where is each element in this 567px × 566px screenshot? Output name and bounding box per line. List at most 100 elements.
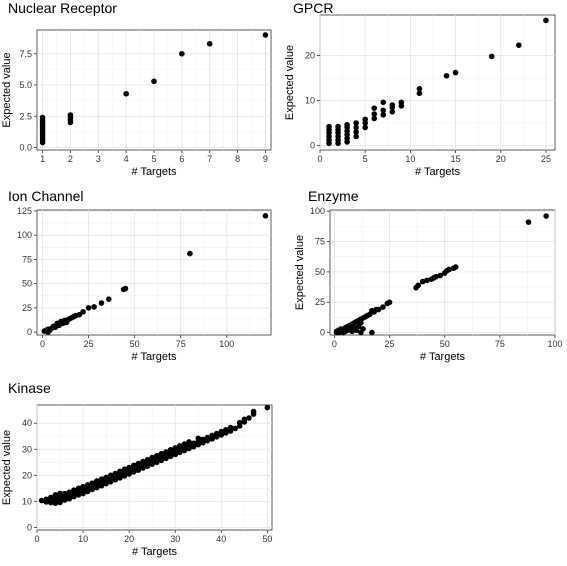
x-tick-label: 50	[440, 339, 450, 349]
data-point	[353, 124, 359, 131]
y-tick-label: 125	[17, 206, 32, 216]
data-point	[187, 250, 193, 257]
data-point	[52, 492, 59, 498]
data-point	[362, 124, 368, 131]
x-tick-label: 0	[317, 154, 322, 164]
x-tick-label: 100	[547, 339, 562, 349]
y-tick-label: 0	[310, 141, 315, 151]
data-point	[419, 278, 426, 285]
data-point	[543, 17, 549, 24]
data-point	[94, 478, 100, 484]
y-tick-label: 75	[315, 237, 325, 247]
data-point	[163, 449, 169, 455]
x-tick-label: 25	[385, 339, 395, 349]
data-point	[103, 474, 109, 481]
x-tick-label: 25	[541, 154, 551, 164]
data-point	[67, 112, 74, 118]
data-point	[371, 111, 378, 117]
data-point	[246, 415, 252, 421]
data-point	[380, 107, 387, 114]
chart-panel: 0 5 10 15 20 25 0 10 20 GPCR # Targets Expected val…	[284, 0, 556, 178]
x-tick-label: 20	[496, 154, 506, 164]
x-tick-label: 75	[495, 339, 505, 349]
data-point	[80, 308, 86, 315]
x-tick-label: 15	[451, 154, 461, 164]
data-point	[190, 440, 197, 447]
x-tick-label: 0	[332, 339, 337, 349]
panel-title: Enzyme	[308, 188, 359, 204]
y-tick-label: 50	[315, 267, 325, 277]
x-tick-label: 9	[263, 154, 268, 164]
x-axis-label: # Targets	[132, 546, 178, 558]
data-point	[227, 424, 234, 431]
data-point	[525, 219, 532, 225]
plot-area	[319, 14, 556, 151]
data-point	[61, 490, 68, 497]
y-tick-label: 100	[310, 206, 325, 216]
data-point	[416, 90, 423, 97]
y-tick-label: 25	[22, 303, 32, 313]
data-point	[91, 304, 97, 310]
x-axis-label: # Targets	[415, 166, 461, 178]
data-point	[358, 329, 364, 336]
y-tick-label: 0	[27, 327, 32, 337]
data-point	[66, 489, 73, 496]
data-point	[424, 277, 430, 284]
data-point	[371, 105, 378, 111]
data-point	[369, 329, 375, 336]
y-tick-label: 40	[22, 418, 32, 428]
data-point	[84, 482, 91, 488]
data-point	[326, 123, 332, 130]
panel-title: Nuclear Receptor	[8, 0, 117, 16]
data-point	[179, 50, 185, 57]
data-point	[181, 441, 188, 447]
data-point	[107, 472, 114, 479]
data-point	[135, 460, 142, 467]
data-point	[172, 445, 179, 451]
y-tick-label: 100	[17, 230, 32, 240]
data-point	[177, 443, 183, 449]
data-point	[262, 32, 269, 38]
data-point	[206, 40, 213, 47]
data-point	[98, 476, 105, 483]
y-axis-label: Expected value	[284, 45, 296, 120]
data-point	[218, 428, 225, 435]
x-tick-label: 4	[124, 154, 129, 164]
x-tick-label: 50	[262, 534, 272, 544]
data-point	[126, 464, 132, 471]
data-point	[516, 42, 522, 48]
y-axis-label: Expected value	[1, 52, 13, 127]
data-point	[154, 452, 160, 459]
data-point	[80, 483, 86, 490]
data-point	[38, 497, 45, 504]
data-point	[204, 434, 211, 441]
y-tick-label: 75	[22, 254, 32, 264]
data-point	[380, 112, 387, 118]
data-point	[358, 320, 364, 326]
data-point	[117, 468, 123, 475]
chart-panel: 1 2 3 4 5 6 7 8 9 0.0 2.5 5.0 7.5 Nuclear Receptor # T…	[1, 0, 272, 178]
y-tick-label: 20	[305, 51, 315, 61]
x-tick-label: 100	[219, 339, 234, 349]
y-tick-label: 7.5	[19, 49, 32, 59]
x-tick-label: 50	[130, 339, 140, 349]
data-point	[416, 86, 423, 92]
data-point	[209, 432, 215, 439]
data-point	[122, 285, 129, 292]
data-point	[158, 450, 165, 457]
y-tick-label: 30	[22, 444, 32, 454]
x-tick-label: 40	[216, 534, 226, 544]
data-point	[433, 273, 439, 280]
x-tick-label: 3	[96, 154, 101, 164]
data-point	[335, 123, 341, 130]
data-point	[89, 480, 96, 486]
data-point	[389, 108, 396, 115]
x-tick-label: 5	[151, 154, 156, 164]
x-tick-label: 0	[34, 534, 39, 544]
x-tick-label: 2	[68, 154, 73, 164]
data-point	[389, 102, 396, 108]
data-point	[452, 69, 459, 76]
x-tick-label: 5	[363, 154, 368, 164]
data-point	[443, 72, 450, 79]
